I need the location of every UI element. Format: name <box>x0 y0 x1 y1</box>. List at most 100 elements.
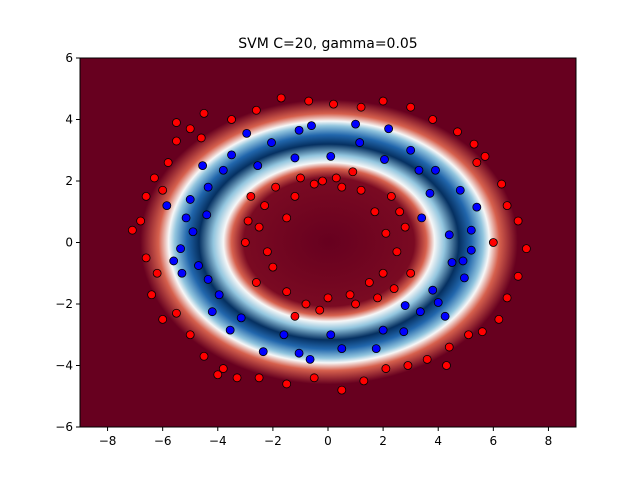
scatter-point <box>196 133 206 143</box>
scatter-point <box>185 124 195 134</box>
scatter-point <box>378 268 388 278</box>
y-tick-label: 0 <box>65 236 73 250</box>
x-tick-label: 6 <box>490 434 498 448</box>
scatter-point <box>406 268 416 278</box>
scatter-point <box>380 155 389 164</box>
scatter-point <box>177 268 187 278</box>
scatter-point <box>185 330 195 340</box>
scatter-point <box>348 167 358 177</box>
scatter-point <box>258 347 268 357</box>
scatter-point <box>414 165 424 175</box>
scatter-point <box>513 271 523 281</box>
scatter-point <box>141 253 151 263</box>
scatter-point <box>181 213 191 223</box>
scatter-point <box>318 176 327 186</box>
scatter-point <box>455 185 465 195</box>
y-tick-label: 6 <box>65 51 73 65</box>
scatter-point <box>282 287 292 297</box>
scatter-point <box>329 99 338 109</box>
scatter-point <box>304 96 314 106</box>
scatter-point <box>301 299 311 309</box>
scatter-point <box>444 230 454 240</box>
scatter-point <box>198 161 208 171</box>
scatter-point <box>331 173 341 183</box>
scatter-point <box>188 227 198 237</box>
x-tick-label: −6 <box>154 434 172 448</box>
scatter-point <box>364 278 374 287</box>
scatter-point <box>359 376 369 386</box>
scatter-point <box>502 201 512 211</box>
scatter-point <box>158 185 168 195</box>
scatter-point <box>326 330 336 340</box>
scatter-point <box>213 370 223 380</box>
scatter-point <box>296 173 305 183</box>
scatter-point <box>370 207 380 217</box>
scatter-point <box>431 165 440 175</box>
scatter-point <box>203 182 213 192</box>
scatter-point <box>444 342 454 352</box>
scatter-point <box>399 327 409 337</box>
scatter-point <box>494 314 504 324</box>
scatter-point <box>242 128 252 138</box>
scatter-point <box>315 305 325 315</box>
scatter-point <box>428 115 438 124</box>
scatter-point <box>207 307 217 317</box>
scatter-point <box>386 191 396 201</box>
scatter-point <box>267 138 276 147</box>
scatter-point <box>290 153 300 163</box>
scatter-point <box>378 325 388 335</box>
scatter-point <box>337 385 347 395</box>
scatter-point <box>472 202 482 212</box>
scatter-point <box>268 262 278 272</box>
x-tick-label: −8 <box>99 434 117 448</box>
scatter-point <box>309 373 319 383</box>
scatter-point <box>254 373 264 383</box>
y-tick-label: −4 <box>55 359 73 373</box>
scatter-point <box>162 201 172 211</box>
scatter-point <box>406 102 416 112</box>
scatter-point <box>176 244 185 254</box>
scatter-point <box>243 216 253 226</box>
scatter-point <box>488 238 498 247</box>
scatter-point <box>400 301 410 310</box>
scatter-point <box>502 293 512 303</box>
scatter-point <box>227 115 236 124</box>
y-tick-label: −6 <box>55 420 73 434</box>
scatter-point <box>172 136 181 146</box>
scatter-point <box>497 179 507 189</box>
x-tick-label: −4 <box>209 434 227 448</box>
scatter-point <box>147 290 157 300</box>
scatter-point <box>422 354 432 364</box>
scatter-point <box>389 284 399 294</box>
scatter-point <box>428 285 438 295</box>
scatter-point <box>227 150 236 160</box>
scatter-point <box>262 247 272 257</box>
scatter-point <box>466 245 476 255</box>
scatter-point <box>337 344 347 353</box>
decision-function <box>126 89 532 395</box>
scatter-point <box>172 118 181 127</box>
scatter-point <box>433 298 443 307</box>
scatter-point <box>406 145 416 155</box>
scatter-point <box>236 313 246 323</box>
scatter-point <box>282 379 292 389</box>
scatter-point <box>513 216 523 226</box>
scatter-point <box>345 290 355 300</box>
scatter-point <box>232 373 242 383</box>
scatter-point <box>203 274 213 284</box>
scatter-point <box>149 173 159 183</box>
scatter-point <box>381 364 391 373</box>
x-tick-label: 0 <box>324 434 332 448</box>
scatter-point <box>469 139 479 149</box>
scatter-point <box>442 361 451 370</box>
y-tick-label: −2 <box>55 297 73 311</box>
scatter-point <box>337 182 347 192</box>
scatter-point <box>351 119 360 129</box>
scatter-point <box>453 127 462 137</box>
y-tick-label: 2 <box>65 174 73 188</box>
x-tick-label: 4 <box>434 434 442 448</box>
scatter-point <box>294 125 304 135</box>
scatter-point <box>466 225 476 235</box>
